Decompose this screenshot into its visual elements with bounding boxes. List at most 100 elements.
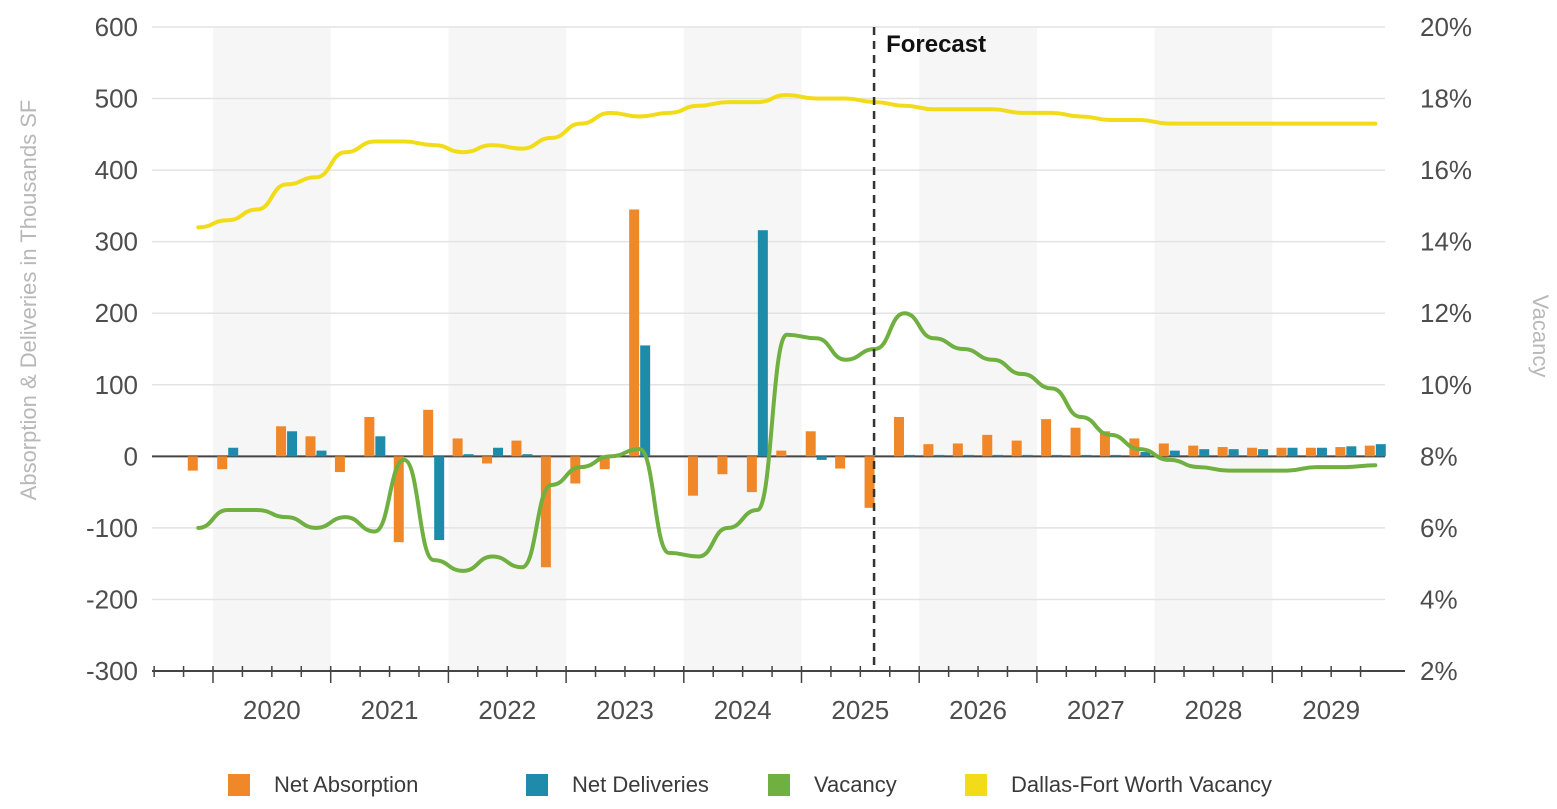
net-absorption-bar [1041,419,1052,457]
y-right-tick-label: 14% [1420,227,1472,257]
net-deliveries-bar [816,456,827,460]
net-deliveries-bar [375,436,386,457]
net-deliveries-bar [228,447,239,457]
net-absorption-bar [746,456,757,493]
x-axis-tick-label: 2027 [1067,695,1125,725]
net-deliveries-bar [1140,452,1151,457]
year-band [448,27,567,671]
net-deliveries-bar [434,456,445,541]
net-absorption-bar [717,456,728,475]
legend-swatch-net-deliveries [526,774,548,796]
y-left-tick-label: -300 [86,656,138,686]
y-right-axis-title: Vacancy [1528,295,1553,378]
net-absorption-bar [540,456,551,568]
x-axis-tick-label: 2024 [714,695,772,725]
net-absorption-bar [305,436,316,457]
net-absorption-bar [982,434,993,457]
net-deliveries-bar [640,345,651,457]
y-left-tick-label: 100 [95,370,138,400]
net-deliveries-bar [1346,446,1357,457]
y-right-tick-label: 6% [1420,513,1458,543]
net-deliveries-bar [963,454,974,457]
net-deliveries-bar [1052,454,1063,457]
x-axis-tick-label: 2020 [243,695,301,725]
x-axis: 2020 2021 2022 2023 2024 2025 2026 2027 2028 2029 [152,666,1405,725]
legend-swatch-net-absorption [228,774,250,796]
year-band [683,27,802,671]
net-absorption-bar [1188,445,1199,457]
net-deliveries-bar [1316,447,1327,457]
year-band [213,27,331,671]
net-deliveries-bar [934,454,945,457]
net-deliveries-bar [463,454,474,457]
net-absorption-bar [952,443,963,457]
net-absorption-bar [1217,447,1228,457]
y-left-tick-label: 200 [95,298,138,328]
net-absorption-bar [835,456,846,469]
y-right-tick-label: 12% [1420,298,1472,328]
y-right-tick-label: 4% [1420,584,1458,614]
net-absorption-bar [217,456,228,470]
y-right-tick-label: 20% [1420,12,1472,42]
net-absorption-bar [1305,447,1316,457]
y-left-tick-label: 600 [95,12,138,42]
y-right-tick-label: 16% [1420,155,1472,185]
net-deliveries-bar [1228,449,1239,457]
net-absorption-bar [482,456,493,464]
net-deliveries-bar [1287,447,1298,457]
net-deliveries-bar [757,230,768,457]
year-bands [213,27,1273,671]
legend-item-dfw-vacancy: Dallas-Fort Worth Vacancy [965,772,1272,798]
y-right-tick-label: 8% [1420,441,1458,471]
net-absorption-bar [776,450,787,457]
net-deliveries-bar [287,431,298,457]
y-left-tick-label: 0 [124,441,138,471]
legend-label: Dallas-Fort Worth Vacancy [1011,772,1272,797]
forecast-label: Forecast [886,31,986,58]
legend-item-net-deliveries: Net Deliveries [526,772,709,798]
bars [187,209,1386,568]
net-absorption-bar [1247,447,1258,457]
vacancy-line [196,311,1378,573]
net-absorption-bar [805,431,816,457]
year-band [1154,27,1273,671]
x-axis-tick-label: 2026 [949,695,1007,725]
net-absorption-bar [1364,445,1375,457]
net-absorption-bar [1158,443,1169,457]
lines [196,92,1378,573]
net-absorption-bar [364,416,375,457]
legend-item-net-absorption: Net Absorption [228,772,418,798]
legend-label: Vacancy [814,772,897,797]
net-deliveries-bar [904,454,915,457]
x-axis-tick-label: 2022 [478,695,536,725]
legend-label: Net Absorption [274,772,419,797]
net-deliveries-bar [1258,449,1269,457]
net-absorption-bar [599,456,610,470]
x-axis-tick-label: 2029 [1302,695,1360,725]
net-absorption-bar [1335,447,1346,457]
net-deliveries-bar [316,450,327,457]
legend-label: Net Deliveries [572,772,709,797]
legend: Net Absorption Net Deliveries Vacancy Da… [0,772,1557,804]
x-axis-tick-label: 2028 [1185,695,1243,725]
net-absorption-bar [276,426,287,457]
net-absorption-bar [1011,440,1022,457]
net-deliveries-bar [993,454,1004,457]
net-deliveries-bar [1110,454,1121,457]
net-absorption-bar [452,438,463,457]
net-deliveries-bar [493,447,504,457]
y-left-axis-title: Absorption & Deliveries in Thousands SF [16,100,41,501]
net-absorption-bar [393,456,404,543]
x-axis-tick-label: 2023 [596,695,654,725]
net-absorption-bar [864,456,875,508]
net-absorption-bar [334,456,345,473]
legend-item-vacancy: Vacancy [768,772,897,798]
net-deliveries-bar [1169,450,1180,457]
x-axis-tick-label: 2021 [361,695,419,725]
y-left-tick-label: 300 [95,227,138,257]
net-absorption-bar [629,209,640,457]
y-right-tick-label: 18% [1420,84,1472,114]
y-left-tick-label: 400 [95,155,138,185]
net-deliveries-bar [1199,449,1210,457]
dfw-vacancy-line [196,92,1378,230]
